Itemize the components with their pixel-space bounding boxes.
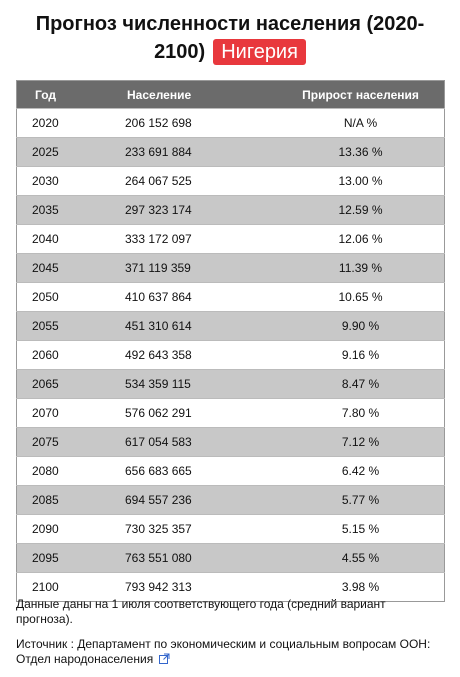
- table-cell: 2070: [16, 398, 105, 428]
- table-cell: 13.00 %: [277, 166, 445, 196]
- date-note: Данные даны на 1 июля соответствующего г…: [16, 597, 386, 626]
- table-cell: 2040: [16, 224, 105, 254]
- external-link-icon[interactable]: [158, 653, 170, 664]
- table-cell: 2020: [16, 108, 105, 138]
- table-row: 2040 333 172 097 12.06 %: [16, 224, 445, 254]
- table-row: 2070 576 062 291 7.80 %: [16, 398, 445, 428]
- table-cell: 2095: [16, 543, 105, 573]
- table-cell: 2065: [16, 369, 105, 399]
- table-cell: 2035: [16, 195, 105, 225]
- table-row: 2065 534 359 115 8.47 %: [16, 369, 445, 399]
- table-row: 2060 492 643 358 9.16 %: [16, 340, 445, 370]
- table-cell: 5.15 %: [277, 514, 445, 544]
- table-cell: N/A %: [277, 108, 445, 138]
- table-cell: 9.90 %: [277, 311, 445, 341]
- title: Прогноз численности населения (2020-2100…: [35, 13, 425, 63]
- table-row: 2075 617 054 583 7.12 %: [16, 427, 445, 457]
- header-row: Год Население Прирост населения: [16, 80, 445, 109]
- table-cell: 2075: [16, 427, 105, 457]
- table-cell: 2030: [16, 166, 105, 196]
- table-cell: 793 942 313: [105, 572, 277, 602]
- table-cell: 534 359 115: [105, 369, 277, 399]
- column-header: Население: [105, 80, 277, 109]
- table-cell: 2080: [16, 456, 105, 486]
- table-cell: 694 557 236: [105, 485, 277, 515]
- table-row: 2020 206 152 698 N/A %: [16, 108, 445, 138]
- table-row: 2025 233 691 884 13.36 %: [16, 137, 445, 167]
- table-cell: 2100: [16, 572, 105, 602]
- table-cell: 617 054 583: [105, 427, 277, 457]
- table-row: 2055 451 310 614 9.90 %: [16, 311, 445, 341]
- table-row: 2045 371 119 359 11.39 %: [16, 253, 445, 283]
- notes: Данные даны на 1 июля соответствующего г…: [16, 597, 436, 677]
- table-cell: 233 691 884: [105, 137, 277, 167]
- column-header: Год: [16, 80, 105, 109]
- table-row: 2035 297 323 174 12.59 %: [16, 195, 445, 225]
- column-header: Прирост населения: [277, 80, 445, 109]
- table-cell: 12.59 %: [277, 195, 445, 225]
- table-cell: 5.77 %: [277, 485, 445, 515]
- table-row: 2085 694 557 236 5.77 %: [16, 485, 445, 515]
- table-cell: 2090: [16, 514, 105, 544]
- table-cell: 2050: [16, 282, 105, 312]
- table-cell: 4.55 %: [277, 543, 445, 573]
- table-cell: 297 323 174: [105, 195, 277, 225]
- table-cell: 410 637 864: [105, 282, 277, 312]
- table-cell: 333 172 097: [105, 224, 277, 254]
- table-cell: 2055: [16, 311, 105, 341]
- table-cell: 3.98 %: [277, 572, 445, 602]
- table-cell: 6.42 %: [277, 456, 445, 486]
- table-cell: 13.36 %: [277, 137, 445, 167]
- country-badge[interactable]: Нигерия: [213, 39, 306, 65]
- table-cell: 576 062 291: [105, 398, 277, 428]
- table-row: 2095 763 551 080 4.55 %: [16, 543, 445, 573]
- table-row: 2030 264 067 525 13.00 %: [16, 166, 445, 196]
- table-cell: 451 310 614: [105, 311, 277, 341]
- table-cell: 371 119 359: [105, 253, 277, 283]
- table-cell: 9.16 %: [277, 340, 445, 370]
- table-cell: 264 067 525: [105, 166, 277, 196]
- table-cell: 2025: [16, 137, 105, 167]
- table-row: 2100 793 942 313 3.98 %: [16, 572, 445, 602]
- source-text: Источник : Департамент по экономическим …: [16, 637, 431, 666]
- table-cell: 656 683 665: [105, 456, 277, 486]
- table-cell: 7.12 %: [277, 427, 445, 457]
- table-cell: 12.06 %: [277, 224, 445, 254]
- table-cell: 2060: [16, 340, 105, 370]
- table-cell: 2085: [16, 485, 105, 515]
- table-row: 2090 730 325 357 5.15 %: [16, 514, 445, 544]
- table-row: 2050 410 637 864 10.65 %: [16, 282, 445, 312]
- source-note: Источник : Департамент по экономическим …: [16, 637, 436, 667]
- table-cell: 7.80 %: [277, 398, 445, 428]
- table-cell: 2045: [16, 253, 105, 283]
- table-cell: 10.65 %: [277, 282, 445, 312]
- table-row: 2080 656 683 665 6.42 %: [16, 456, 445, 486]
- table-cell: 8.47 %: [277, 369, 445, 399]
- table-cell: 763 551 080: [105, 543, 277, 573]
- table-cell: 730 325 357: [105, 514, 277, 544]
- population-table: Год Население Прирост населения 2020 206 15…: [16, 80, 445, 602]
- table-cell: 206 152 698: [105, 108, 277, 138]
- table-cell: 492 643 358: [105, 340, 277, 370]
- table-cell: 11.39 %: [277, 253, 445, 283]
- title-block: Прогноз численности населения (2020-2100…: [20, 10, 440, 66]
